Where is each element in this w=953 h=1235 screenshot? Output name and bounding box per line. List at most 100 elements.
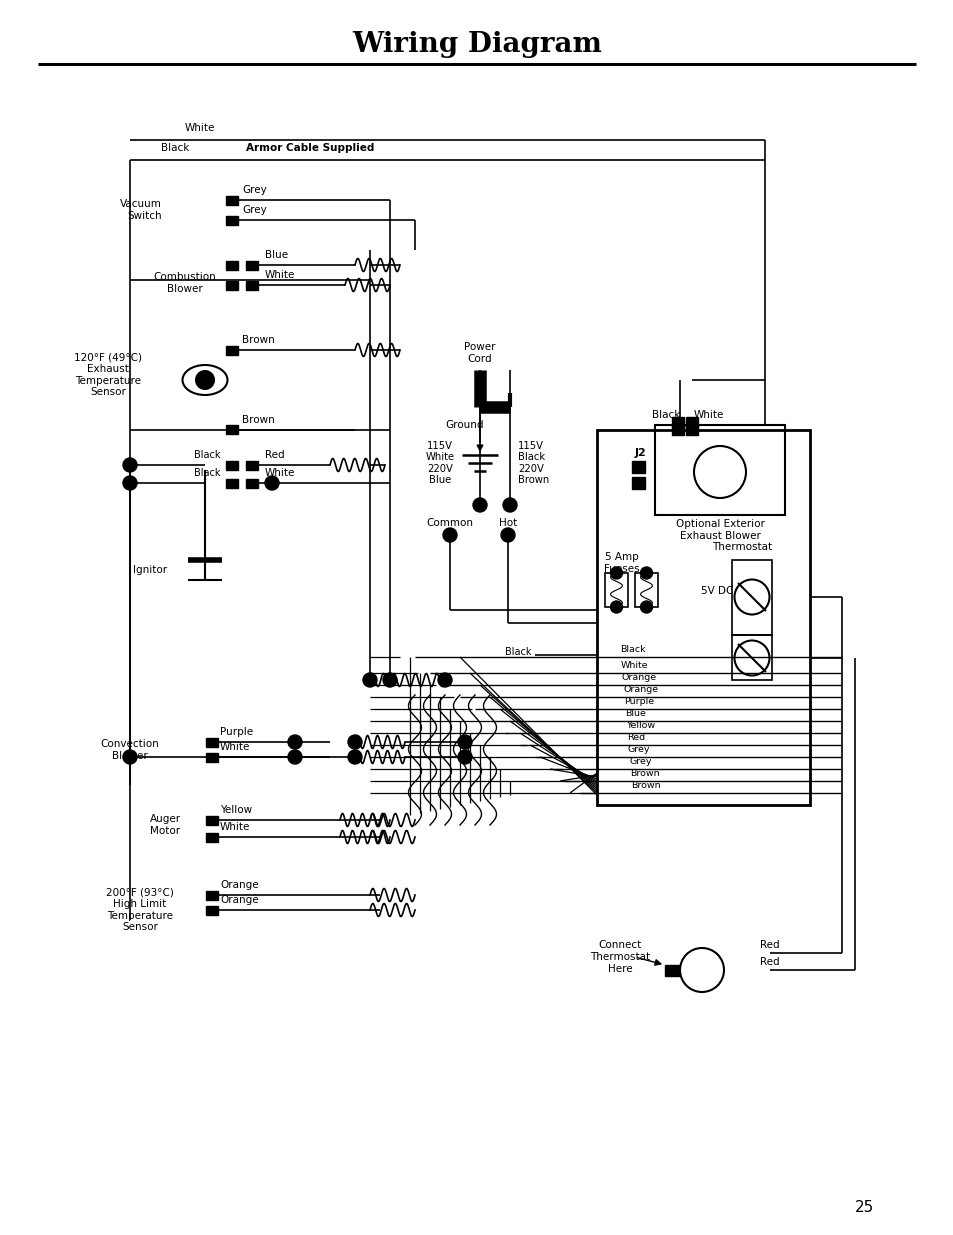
Circle shape: [500, 529, 515, 542]
Bar: [731, 559, 771, 635]
Text: Purple: Purple: [623, 698, 654, 706]
Circle shape: [288, 735, 302, 748]
Text: Wiring Diagram: Wiring Diagram: [352, 32, 601, 58]
Text: Hot: Hot: [498, 517, 517, 529]
Circle shape: [437, 673, 452, 687]
Text: Brown: Brown: [629, 769, 659, 778]
Circle shape: [473, 498, 486, 513]
Text: Brown: Brown: [242, 415, 274, 425]
Bar: [685, 417, 698, 427]
Circle shape: [457, 735, 472, 748]
Text: Brown: Brown: [630, 782, 659, 790]
Circle shape: [457, 750, 472, 764]
Text: 200°F (93°C)
High Limit
Temperature
Sensor: 200°F (93°C) High Limit Temperature Sens…: [106, 888, 173, 932]
Text: Connect
Thermostat
Here: Connect Thermostat Here: [589, 940, 649, 973]
Bar: [631, 462, 644, 473]
Text: 5 Amp
Fueses: 5 Amp Fueses: [603, 552, 639, 574]
Text: J2: J2: [635, 448, 646, 458]
Text: Blue: Blue: [624, 709, 645, 719]
Text: Auger
Motor: Auger Motor: [150, 814, 180, 836]
Text: Common: Common: [426, 517, 473, 529]
Text: Orange: Orange: [622, 685, 658, 694]
Bar: [635, 573, 658, 606]
Bar: [206, 815, 218, 825]
Text: Yellow: Yellow: [625, 721, 655, 730]
Bar: [206, 752, 218, 762]
Bar: [206, 832, 218, 841]
Text: Grey: Grey: [628, 757, 651, 767]
Text: 5V DC: 5V DC: [700, 585, 733, 597]
Bar: [685, 425, 698, 435]
Text: Purple: Purple: [220, 727, 253, 737]
Bar: [246, 461, 257, 469]
Text: Black: Black: [193, 450, 220, 459]
Circle shape: [348, 735, 361, 748]
Text: Ground: Ground: [444, 420, 483, 430]
Text: Grey: Grey: [242, 205, 267, 215]
Bar: [226, 478, 237, 488]
Circle shape: [265, 475, 278, 490]
Text: Orange: Orange: [220, 895, 258, 905]
Text: Red: Red: [265, 450, 284, 459]
Bar: [226, 461, 237, 469]
Text: White: White: [220, 823, 250, 832]
Bar: [226, 215, 237, 225]
Bar: [664, 965, 679, 976]
Text: Vacuum
Switch: Vacuum Switch: [120, 199, 162, 221]
Circle shape: [679, 948, 723, 992]
Bar: [226, 261, 237, 269]
Bar: [226, 426, 237, 435]
Circle shape: [639, 601, 652, 613]
Circle shape: [123, 750, 137, 764]
Text: Black: Black: [161, 143, 189, 153]
Text: Brown: Brown: [242, 335, 274, 345]
Ellipse shape: [182, 366, 227, 395]
Bar: [631, 478, 644, 489]
Text: Yellow: Yellow: [220, 805, 252, 815]
Bar: [246, 280, 257, 289]
Bar: [246, 478, 257, 488]
Bar: [226, 195, 237, 205]
Text: Black: Black: [504, 647, 531, 657]
Bar: [671, 417, 683, 427]
Circle shape: [123, 475, 137, 490]
Text: Orange: Orange: [621, 673, 657, 683]
Text: Red: Red: [626, 734, 644, 742]
Bar: [731, 635, 771, 680]
Text: White: White: [265, 270, 295, 280]
Bar: [206, 890, 218, 899]
Circle shape: [734, 641, 769, 676]
Text: 115V
Black
220V
Brown: 115V Black 220V Brown: [517, 441, 549, 485]
Bar: [226, 346, 237, 354]
Bar: [206, 905, 218, 914]
Bar: [680, 965, 695, 976]
Circle shape: [502, 498, 517, 513]
Circle shape: [610, 567, 622, 579]
Text: Red: Red: [760, 940, 779, 950]
Text: Grey: Grey: [627, 746, 650, 755]
Text: Optional Exterior
Exhaust Blower: Optional Exterior Exhaust Blower: [675, 519, 763, 541]
Text: Red: Red: [760, 957, 779, 967]
Text: White: White: [185, 124, 215, 133]
Bar: [226, 280, 237, 289]
Circle shape: [734, 579, 769, 615]
Text: Orange: Orange: [220, 881, 258, 890]
Text: Black: Black: [651, 410, 679, 420]
Text: Armor Cable Supplied: Armor Cable Supplied: [246, 143, 374, 153]
Circle shape: [194, 370, 214, 390]
Text: White: White: [220, 742, 250, 752]
Bar: [655, 425, 784, 515]
Text: White: White: [265, 468, 295, 478]
Circle shape: [382, 673, 396, 687]
Circle shape: [610, 601, 622, 613]
Circle shape: [639, 567, 652, 579]
Circle shape: [693, 446, 745, 498]
Text: Grey: Grey: [242, 185, 267, 195]
Text: 115V
White
220V
Blue: 115V White 220V Blue: [425, 441, 454, 485]
Text: Thermostat: Thermostat: [711, 542, 771, 552]
Text: Combustion
Blower: Combustion Blower: [153, 272, 216, 294]
Text: 120°F (49°C)
Exhaust
Temperature
Sensor: 120°F (49°C) Exhaust Temperature Sensor: [74, 353, 142, 398]
Text: Black: Black: [193, 468, 220, 478]
Bar: [246, 261, 257, 269]
Text: Power
Cord: Power Cord: [464, 342, 496, 364]
